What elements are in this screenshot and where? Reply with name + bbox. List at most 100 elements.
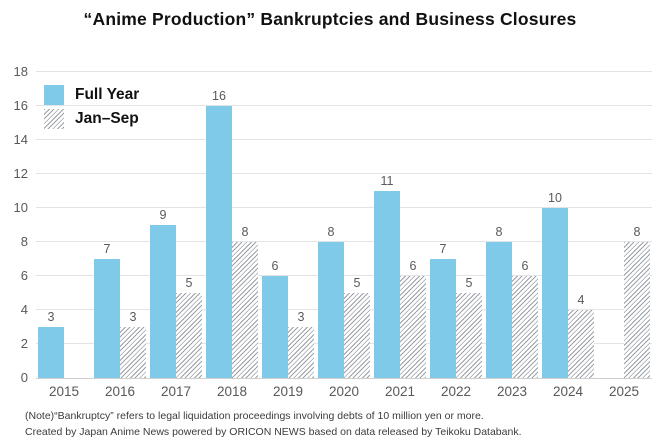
bar-value-label: 6 bbox=[521, 259, 529, 274]
bar-group-2025: 8 bbox=[596, 72, 652, 378]
bar-jan-sep-2018 bbox=[232, 242, 258, 378]
bar-value-label: 10 bbox=[548, 191, 562, 206]
bar-full-year-2018 bbox=[206, 106, 232, 378]
slot-2023: 6 bbox=[512, 259, 538, 378]
x-axis-labels: 2015 2016 2017 2018 2019 2020 2021 2022 2023 2024… bbox=[36, 379, 652, 399]
bar-full-year-2017 bbox=[150, 225, 176, 378]
x-tick-label-2023: 2023 bbox=[496, 384, 528, 399]
chart-title: “Anime Production” Bankruptcies and Busi… bbox=[83, 9, 577, 29]
gridline-y18 bbox=[36, 71, 652, 72]
y-tick-label-16: 16 bbox=[13, 98, 28, 114]
bar-jan-sep-2024 bbox=[568, 310, 594, 378]
x-tick-label-2019: 2019 bbox=[272, 384, 304, 399]
bar-value-label: 11 bbox=[380, 174, 394, 189]
slot-2016: 7 bbox=[94, 242, 120, 378]
slot-2015: 3 bbox=[38, 310, 64, 378]
bar-jan-sep-2020 bbox=[344, 293, 370, 378]
y-tick-label-14: 14 bbox=[13, 132, 28, 147]
bar-full-year-2022 bbox=[430, 259, 456, 378]
slot-2022: 5 bbox=[456, 276, 482, 378]
y-tick-label-0: 0 bbox=[20, 370, 28, 385]
bar-full-year-2024 bbox=[542, 208, 568, 378]
bar-value-label: 8 bbox=[241, 225, 249, 240]
slot-2023: 8 bbox=[486, 225, 512, 378]
x-tick-label-2022: 2022 bbox=[440, 384, 472, 399]
bar-value-label: 3 bbox=[47, 310, 55, 325]
bar-group-2021: 11 6 bbox=[372, 72, 428, 378]
legend: Full Year Jan–Sep bbox=[44, 85, 139, 133]
bar-value-label: 4 bbox=[577, 293, 585, 308]
plot-area: 0 2 4 6 8 10 12 14 16 18 3 7 3 9 5 16 8 6 3 8 5 11 6 7 5 8 6 10 4 8 … bbox=[14, 64, 652, 385]
slot-2016: 3 bbox=[120, 310, 146, 378]
bar-full-year-2021 bbox=[374, 191, 400, 378]
legend-label-jan-sep: Jan–Sep bbox=[75, 110, 139, 127]
bar-value-label: 8 bbox=[495, 225, 503, 240]
slot-2020: 8 bbox=[318, 225, 344, 378]
slot-2019: 6 bbox=[262, 259, 288, 378]
slot-2025: 8 bbox=[624, 225, 650, 378]
legend-label-full-year: Full Year bbox=[75, 86, 140, 103]
bar-full-year-2015 bbox=[38, 327, 64, 378]
y-tick-label-4: 4 bbox=[20, 302, 28, 318]
bar-groups: 3 7 3 9 5 16 8 6 3 8 5 11 6 7 5 8 6 10 4 8 bbox=[36, 72, 652, 378]
bar-group-2024: 10 4 bbox=[540, 72, 596, 378]
x-tick-label-2021: 2021 bbox=[384, 384, 416, 399]
gridline-y14 bbox=[36, 139, 652, 140]
bar-group-2018: 16 8 bbox=[204, 72, 260, 378]
gridline-y6 bbox=[36, 275, 652, 276]
slot-2024: 4 bbox=[568, 293, 594, 378]
bar-value-label: 8 bbox=[327, 225, 335, 240]
x-tick-label-2020: 2020 bbox=[328, 384, 360, 399]
x-tick-label-2017: 2017 bbox=[160, 384, 192, 399]
slot-2018: 8 bbox=[232, 225, 258, 378]
bar-value-label: 3 bbox=[297, 310, 305, 325]
legend-item-jan-sep: Jan–Sep bbox=[44, 109, 139, 129]
slot-2017: 9 bbox=[150, 208, 176, 378]
bar-jan-sep-2016 bbox=[120, 327, 146, 378]
slot-2018: 16 bbox=[206, 89, 232, 378]
x-tick-label-2024: 2024 bbox=[552, 384, 584, 399]
gridline-y12 bbox=[36, 173, 652, 174]
slot-2024: 10 bbox=[542, 191, 568, 378]
bar-jan-sep-2019 bbox=[288, 327, 314, 378]
bar-full-year-2016 bbox=[94, 259, 120, 378]
bar-value-label: 8 bbox=[633, 225, 641, 240]
y-tick-label-8: 8 bbox=[20, 234, 28, 250]
legend-item-full-year: Full Year bbox=[44, 85, 139, 105]
bar-full-year-2019 bbox=[262, 276, 288, 378]
y-tick-label-10: 10 bbox=[13, 200, 28, 215]
bar-jan-sep-2021 bbox=[400, 276, 426, 378]
bar-jan-sep-2025 bbox=[624, 242, 650, 378]
gridline-y8 bbox=[36, 241, 652, 243]
y-tick-label-12: 12 bbox=[13, 166, 28, 182]
x-tick-label-2025: 2025 bbox=[608, 384, 640, 399]
bar-value-label: 5 bbox=[465, 276, 473, 291]
slot-2021: 6 bbox=[400, 259, 426, 378]
slot-2019: 3 bbox=[288, 310, 314, 378]
bar-value-label: 3 bbox=[129, 310, 137, 325]
bar-value-label: 7 bbox=[439, 242, 447, 257]
bar-value-label: 5 bbox=[185, 276, 193, 291]
y-tick-label-2: 2 bbox=[20, 336, 28, 352]
bar-value-label: 9 bbox=[159, 208, 167, 223]
bar-jan-sep-2023 bbox=[512, 276, 538, 378]
slot-2017: 5 bbox=[176, 276, 202, 378]
y-tick-label-6: 6 bbox=[20, 268, 28, 284]
footnote-credit: Created by Japan Anime News powered by O… bbox=[25, 426, 522, 439]
slot-2021: 11 bbox=[374, 174, 400, 378]
legend-swatch-jan-sep bbox=[44, 109, 64, 129]
bar-value-label: 16 bbox=[212, 89, 226, 104]
gridline-y16 bbox=[36, 105, 652, 107]
legend-swatch-full-year bbox=[44, 85, 64, 105]
bar-value-label: 7 bbox=[103, 242, 111, 257]
slot-2020: 5 bbox=[344, 276, 370, 378]
bar-value-label: 6 bbox=[271, 259, 279, 274]
x-tick-label-2016: 2016 bbox=[104, 384, 136, 399]
footnote-definition: (Note)“Bankruptcy” refers to legal liqui… bbox=[25, 410, 484, 422]
bar-jan-sep-2017 bbox=[176, 293, 202, 378]
